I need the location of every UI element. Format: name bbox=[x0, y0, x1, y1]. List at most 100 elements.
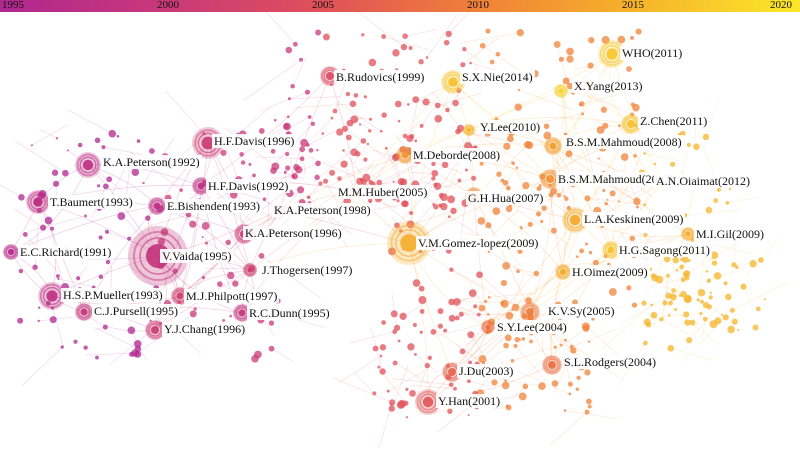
node-label[interactable]: H.Oimez(2009) bbox=[570, 265, 650, 279]
node-label[interactable]: Y.Han(2001) bbox=[436, 394, 503, 408]
node-label[interactable]: Z.Chen(2011) bbox=[638, 114, 710, 128]
node-n24[interactable] bbox=[3, 244, 19, 260]
node-label[interactable]: K.A.Peterson(1996) bbox=[243, 226, 344, 240]
citation-edge bbox=[396, 181, 438, 226]
minor-node bbox=[185, 211, 192, 218]
minor-node bbox=[591, 317, 595, 321]
node-n21[interactable] bbox=[681, 227, 695, 241]
node-n33[interactable] bbox=[145, 320, 165, 340]
minor-node bbox=[248, 162, 252, 166]
minor-node bbox=[381, 34, 387, 39]
node-label[interactable]: S.X.Nie(2014) bbox=[460, 70, 535, 84]
minor-node bbox=[430, 329, 437, 335]
citation-edge bbox=[434, 321, 492, 338]
node-label[interactable]: M.J.Philpott(1997) bbox=[184, 289, 280, 303]
node-n11[interactable] bbox=[192, 177, 210, 195]
node-label[interactable]: H.F.Davis(1996) bbox=[212, 134, 297, 148]
node-n35[interactable] bbox=[542, 355, 562, 375]
citation-edge bbox=[485, 144, 528, 187]
node-label[interactable]: V.Vaida(1995) bbox=[160, 249, 234, 263]
node-label[interactable]: R.C.Dunn(1995) bbox=[247, 306, 332, 320]
citation-edge bbox=[517, 370, 570, 395]
node-label[interactable]: M.Deborde(2008) bbox=[411, 148, 502, 162]
node-n2[interactable] bbox=[441, 70, 465, 94]
node-label[interactable]: C.J.Pursell(1995) bbox=[92, 304, 180, 318]
node-label[interactable]: G.H.Hua(2007) bbox=[466, 191, 546, 205]
minor-node bbox=[504, 334, 512, 342]
node-label[interactable]: V.M.Gomez-lopez(2009) bbox=[416, 236, 541, 250]
node-label[interactable]: J.Thogersen(1997) bbox=[260, 263, 355, 277]
citation-edge bbox=[408, 242, 531, 313]
node-label[interactable]: E.Bishenden(1993) bbox=[165, 199, 262, 213]
node-n30[interactable] bbox=[75, 303, 93, 321]
citation-edge bbox=[560, 90, 632, 125]
minor-node bbox=[220, 149, 227, 156]
node-label[interactable]: S.Y.Lee(2004) bbox=[495, 320, 569, 334]
node-n26[interactable] bbox=[243, 263, 257, 277]
minor-node bbox=[431, 176, 436, 181]
citation-edge bbox=[353, 143, 369, 164]
node-n19[interactable] bbox=[562, 207, 588, 233]
citation-edge bbox=[289, 96, 341, 100]
node-label[interactable]: WHO(2011) bbox=[620, 46, 685, 60]
node-label[interactable]: H.S.P.Mueller(1993) bbox=[61, 288, 165, 302]
node-n37[interactable] bbox=[415, 389, 441, 415]
node-n8[interactable] bbox=[544, 137, 562, 155]
node-label[interactable]: B.S.M.Mahmoud(2008) bbox=[564, 135, 684, 149]
minor-node bbox=[290, 83, 295, 89]
minor-node bbox=[462, 46, 467, 52]
node-n4[interactable] bbox=[554, 84, 568, 98]
node-n9[interactable] bbox=[75, 152, 101, 178]
minor-node bbox=[363, 157, 368, 162]
node-label[interactable]: X.Yang(2013) bbox=[572, 79, 645, 93]
citation-edge bbox=[312, 117, 333, 138]
minor-node bbox=[749, 260, 757, 268]
node-label[interactable]: Y.J.Chang(1996) bbox=[162, 322, 248, 336]
year-label-2015: 2015 bbox=[622, 0, 644, 11]
minor-node bbox=[538, 382, 546, 390]
minor-node bbox=[388, 247, 396, 256]
node-label[interactable]: H.G.Sagong(2011) bbox=[617, 243, 712, 257]
node-n22[interactable] bbox=[387, 221, 431, 265]
node-label[interactable]: J.Du(2003) bbox=[457, 364, 516, 378]
node-label[interactable]: K.V.Sy(2005) bbox=[546, 304, 617, 318]
node-label[interactable]: B.Rudovics(1999) bbox=[334, 70, 427, 84]
node-n34[interactable] bbox=[481, 320, 495, 334]
node-n32[interactable] bbox=[520, 302, 540, 322]
minor-node bbox=[706, 304, 713, 310]
minor-node bbox=[372, 391, 377, 396]
minor-node bbox=[696, 298, 700, 302]
node-label[interactable]: T.Baumert(1993) bbox=[48, 195, 135, 209]
node-label[interactable]: B.S.M.Mahmoud(2007) bbox=[556, 172, 676, 186]
citation-edge bbox=[489, 292, 536, 298]
node-n28[interactable] bbox=[38, 282, 66, 310]
minor-node bbox=[675, 269, 679, 272]
minor-node bbox=[145, 215, 151, 221]
node-label[interactable]: K.A.Peterson(1992) bbox=[101, 155, 202, 169]
node-label[interactable]: Y.Lee(2010) bbox=[478, 120, 543, 134]
node-label[interactable]: M.I.Gil(2009) bbox=[694, 227, 766, 241]
node-label[interactable]: S.L.Rodgers(2004) bbox=[562, 355, 658, 369]
minor-node bbox=[565, 150, 573, 158]
minor-node bbox=[361, 33, 365, 37]
node-label[interactable]: M.M.Huber(2005) bbox=[336, 185, 430, 199]
node-label[interactable]: A.N.Oiaimat(2012) bbox=[654, 174, 752, 188]
minor-node bbox=[460, 62, 466, 68]
node-label[interactable]: L.A.Keskinen(2009) bbox=[582, 212, 686, 226]
minor-node bbox=[570, 347, 577, 354]
citation-edge bbox=[470, 62, 497, 71]
node-n16[interactable] bbox=[26, 190, 50, 214]
minor-node bbox=[127, 326, 136, 335]
node-label[interactable]: E.C.Richard(1991) bbox=[18, 245, 114, 259]
node-n17[interactable] bbox=[148, 197, 166, 215]
node-n6[interactable] bbox=[621, 114, 641, 134]
node-label[interactable]: K.A.Peterson(1998) bbox=[272, 203, 373, 217]
citation-edge bbox=[450, 303, 479, 315]
node-n27[interactable] bbox=[555, 264, 571, 280]
minor-node bbox=[102, 183, 109, 190]
minor-node bbox=[345, 91, 351, 97]
node-label[interactable]: H.F.Davis(1992) bbox=[206, 179, 291, 193]
minor-node bbox=[321, 132, 325, 135]
node-n5[interactable] bbox=[463, 124, 475, 136]
citation-edge bbox=[512, 347, 552, 362]
